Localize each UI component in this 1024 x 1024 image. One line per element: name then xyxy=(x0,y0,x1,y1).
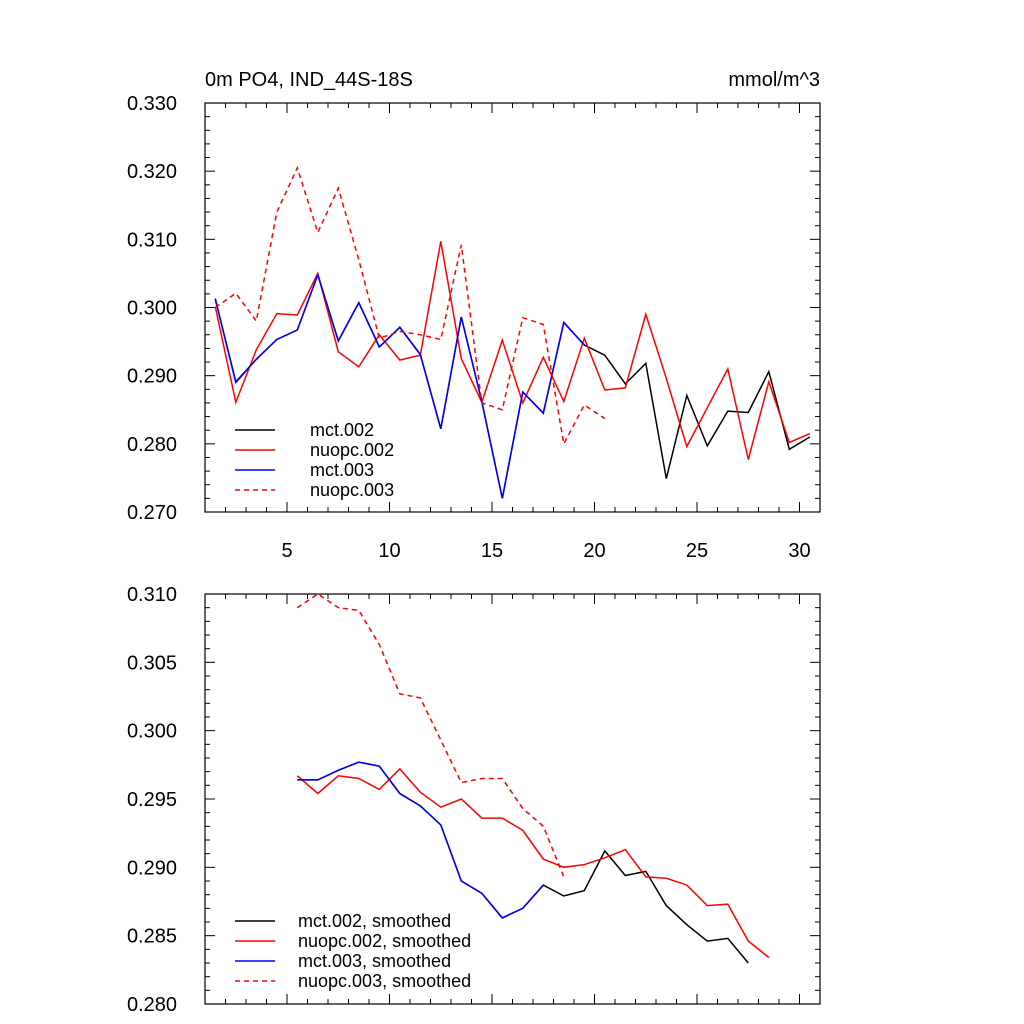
series-line-mct-002 xyxy=(214,272,811,499)
x-tick-label: 15 xyxy=(481,540,503,562)
legend-label: mct.002, smoothed xyxy=(298,911,451,931)
legend-label: nuopc.003, smoothed xyxy=(298,971,471,991)
bottom-panel: 0.280 0.285 0.290 0.295 0.300 0.305 0.310 mct.0… xyxy=(127,584,821,1016)
y-tick-label: 0.295 xyxy=(127,789,177,811)
y-tick-label: 0.305 xyxy=(127,652,177,674)
series-line-nuopc-002-smoothed xyxy=(296,767,770,959)
y-tick-label: 0.300 xyxy=(127,298,177,320)
y-tick-label: 0.290 xyxy=(127,857,177,879)
x-tick-label: 25 xyxy=(686,540,708,562)
y-tick-label: 0.280 xyxy=(127,434,177,456)
y-tick-label: 0.270 xyxy=(127,502,177,524)
y-tick-label: 0.290 xyxy=(127,366,177,388)
y-tick-label: 0.285 xyxy=(127,926,177,948)
y-tick-label: 0.320 xyxy=(127,161,177,183)
units-label: mmol/m^3 xyxy=(728,69,820,91)
legend-label: nuopc.003 xyxy=(310,480,394,500)
y-tick-label: 0.310 xyxy=(127,229,177,251)
y-tick-label: 0.300 xyxy=(127,721,177,743)
series-line-mct-003 xyxy=(214,272,585,499)
y-tick-label: 0.310 xyxy=(127,584,177,606)
series-line-nuopc-003-smoothed xyxy=(296,593,565,878)
x-tick-label: 30 xyxy=(788,540,810,562)
y-tick-label: 0.330 xyxy=(127,93,177,115)
series-line-nuopc-002 xyxy=(214,241,811,460)
y-tick-label: 0.280 xyxy=(127,994,177,1016)
legend-label: mct.003, smoothed xyxy=(298,951,451,971)
x-tick-label: 5 xyxy=(281,540,292,562)
x-tick-label: 10 xyxy=(378,540,400,562)
legend-label: mct.002 xyxy=(310,420,374,440)
plot-frame xyxy=(204,102,821,513)
series-line-nuopc-003 xyxy=(214,165,606,447)
legend-label: mct.003 xyxy=(310,460,374,480)
legend-label: nuopc.002 xyxy=(310,440,394,460)
x-tick-label: 20 xyxy=(583,540,605,562)
legend-label: nuopc.002, smoothed xyxy=(298,931,471,951)
top-panel: 0m PO4, IND_44S-18S mmol/m^3 0.270 0.280 0… xyxy=(127,69,821,562)
chart-title: 0m PO4, IND_44S-18S xyxy=(205,69,413,91)
series-line-mct-003-smoothed xyxy=(297,761,544,919)
